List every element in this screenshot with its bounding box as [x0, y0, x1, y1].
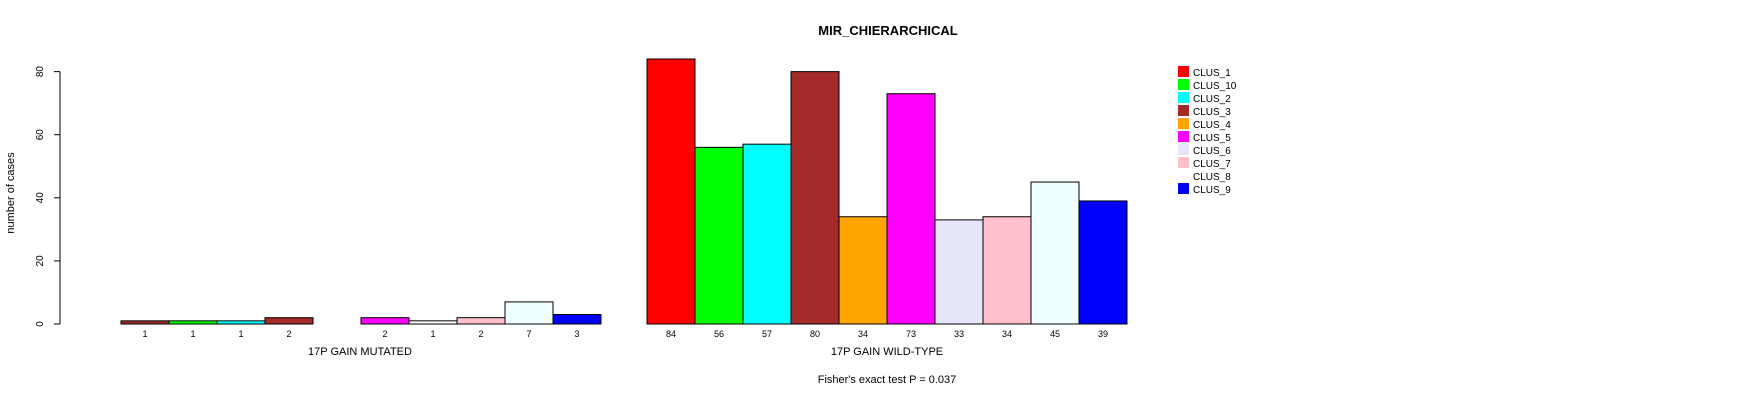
group-label-wild-type: 17P GAIN WILD-TYPE: [831, 346, 943, 358]
legend-swatch: [1178, 170, 1189, 181]
legend-entry-label: CLUS_4: [1193, 120, 1231, 131]
y-axis-label: number of cases: [5, 152, 17, 234]
y-tick-label: 80: [35, 66, 46, 78]
bar: [934, 219, 984, 325]
bar: [1078, 200, 1128, 325]
bar-value-label: 39: [1098, 329, 1108, 339]
bar-value-label: 2: [382, 329, 387, 339]
bar-value-label: 45: [1050, 329, 1060, 339]
y-tick-label: 40: [35, 192, 46, 204]
bar-value-label: 73: [906, 329, 916, 339]
bars: 1 1 1 2 2 1 2 7 3 84 56 57 80 34 73 33 34 45 39: [120, 58, 1128, 339]
bar-value-label: 84: [666, 329, 676, 339]
bar: [886, 93, 936, 325]
bar: [360, 317, 410, 325]
legend-entry-label: CLUS_6: [1193, 146, 1231, 157]
bar-value-label: 34: [1002, 329, 1012, 339]
bar-value-label: 1: [142, 329, 147, 339]
legend-swatch: [1178, 66, 1189, 77]
y-tick-label: 0: [35, 321, 46, 327]
legend-swatch: [1178, 118, 1189, 129]
bar-value-label: 34: [858, 329, 868, 339]
chart-title: MIR_CHIERARCHICAL: [818, 23, 957, 38]
bar: [216, 320, 266, 325]
legend: CLUS_1 CLUS_10 CLUS_2 CLUS_3 CLUS_4 CLUS_5 CLU…: [1178, 66, 1237, 196]
legend-entry-label: CLUS_9: [1193, 185, 1231, 196]
bar-value-label: 1: [190, 329, 195, 339]
bar: [264, 317, 314, 325]
bar: [982, 216, 1032, 325]
bar: [838, 216, 888, 325]
bar-value-label: 3: [574, 329, 579, 339]
bar-value-label: 2: [478, 329, 483, 339]
legend-swatch: [1178, 157, 1189, 168]
bar: [120, 320, 170, 325]
y-axis: 0 20 40 60 80: [35, 66, 61, 327]
bar: [694, 146, 744, 325]
legend-entry-label: CLUS_3: [1193, 107, 1231, 118]
legend-entry-label: CLUS_10: [1193, 81, 1237, 92]
fisher-test-footer: Fisher's exact test P = 0.037: [818, 374, 957, 386]
bar: [552, 314, 602, 325]
bar-value-label: 1: [430, 329, 435, 339]
bar: [456, 317, 506, 325]
bar: [504, 301, 554, 325]
bar-value-label: 7: [526, 329, 531, 339]
legend-entry-label: CLUS_8: [1193, 172, 1231, 183]
bar-value-label: 2: [286, 329, 291, 339]
legend-entry-label: CLUS_2: [1193, 94, 1231, 105]
legend-swatch: [1178, 131, 1189, 142]
legend-entry-label: CLUS_7: [1193, 159, 1231, 170]
legend-entry-label: CLUS_5: [1193, 133, 1231, 144]
legend-entry-label: CLUS_1: [1193, 68, 1231, 79]
bar-value-label: 57: [762, 329, 772, 339]
legend-swatch: [1178, 144, 1189, 155]
bar: [790, 71, 840, 325]
bar: [1030, 181, 1080, 325]
bar-value-label: 56: [714, 329, 724, 339]
bar: [168, 320, 218, 325]
bar-value-label: 33: [954, 329, 964, 339]
bar: [742, 143, 792, 325]
bar: [408, 320, 458, 325]
legend-swatch: [1178, 105, 1189, 116]
legend-swatch: [1178, 79, 1189, 90]
y-tick-label: 60: [35, 129, 46, 141]
legend-swatch: [1178, 92, 1189, 103]
bar-value-label: 1: [238, 329, 243, 339]
legend-swatch: [1178, 183, 1189, 194]
group-label-mutated: 17P GAIN MUTATED: [308, 346, 412, 358]
y-tick-label: 20: [35, 255, 46, 267]
bar: [646, 58, 696, 325]
bar-value-label: 80: [810, 329, 820, 339]
